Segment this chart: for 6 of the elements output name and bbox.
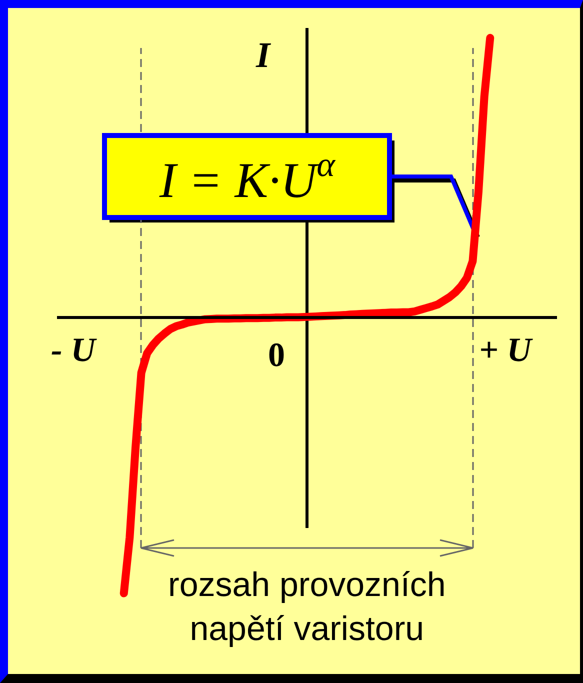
y-axis-title: I bbox=[255, 35, 272, 75]
annotation: I = K·U$^{α}$ bbox=[158, 145, 336, 208]
annotation: rozsah provozních napětí varistoru bbox=[168, 566, 446, 648]
annotation: 0 bbox=[268, 337, 285, 374]
annotation: + U bbox=[479, 332, 534, 369]
annotation: - U bbox=[51, 332, 98, 369]
